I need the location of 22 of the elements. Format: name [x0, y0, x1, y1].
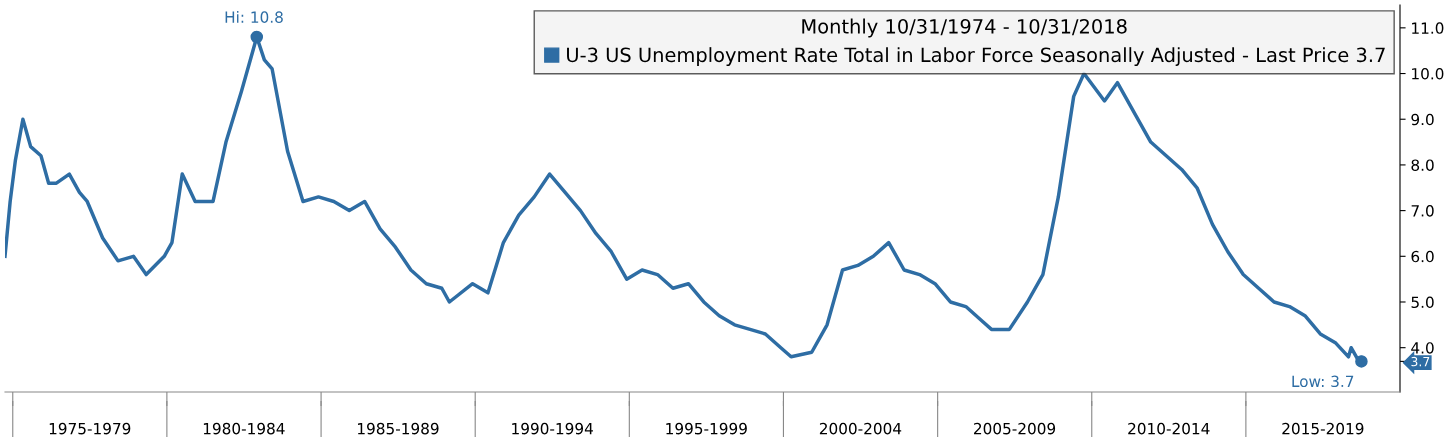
- x-tick-label: 1990-1994: [512, 422, 593, 435]
- annotation: Hi: 10.8: [225, 11, 283, 23]
- legend-title: Monthly 10/31/1974 - 10/31/2018: [802, 18, 1127, 38]
- x-tick-label: 2015-2019: [1282, 422, 1364, 435]
- y-tick-label: 9.0: [1411, 113, 1434, 126]
- y-tick-label: 4.0: [1411, 342, 1434, 354]
- x-tick-label: 2000-2004: [819, 422, 902, 435]
- x-tick-label: 1975-1979: [49, 422, 131, 435]
- y-tick-label: 11.0: [1412, 22, 1444, 34]
- y-tick-label: 3.7: [1411, 356, 1430, 367]
- annotation: Low: 3.7: [1292, 375, 1354, 388]
- legend-label: U-3 US Unemployment Rate Total in Labor Force Seasonally Adjusted - Last Price 3.7: [567, 47, 1385, 66]
- x-tick-label: 1995-1999: [666, 422, 747, 435]
- x-tick-label: 2010-2014: [1128, 422, 1210, 435]
- y-tick-label: 7.0: [1411, 205, 1434, 217]
- x-tick-label: 2005-2009: [974, 422, 1056, 435]
- y-tick-label: 6.0: [1411, 250, 1434, 263]
- y-tick-label: 10.0: [1412, 68, 1444, 80]
- y-tick-label: 8.0: [1411, 159, 1434, 171]
- x-tick-label: 1985-1989: [358, 422, 439, 435]
- x-tick-label: 1980-1984: [203, 422, 285, 435]
- y-tick-label: 5.0: [1411, 296, 1434, 309]
